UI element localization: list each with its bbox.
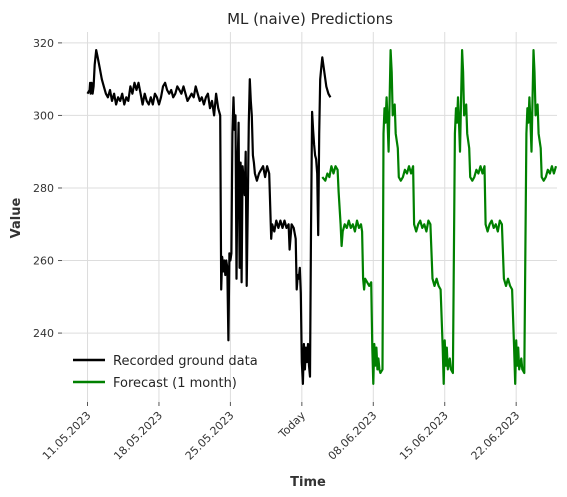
y-tick-label: 260 xyxy=(33,255,54,268)
legend-label-forecast: Forecast (1 month) xyxy=(113,376,237,391)
series-line-forecast xyxy=(321,49,558,385)
x-tick-label: 25.05.2023 xyxy=(183,409,237,463)
series-line-recorded xyxy=(86,49,332,385)
y-tick-label: 300 xyxy=(33,109,54,122)
x-tick-label: 22.06.2023 xyxy=(469,409,523,463)
x-tick-label: 15.06.2023 xyxy=(397,409,451,463)
x-tick-label: 11.05.2023 xyxy=(40,409,94,463)
legend-label-recorded: Recorded ground data xyxy=(113,354,258,369)
x-axis-ticks: 11.05.2023 18.05.2023 25.05.2023 Today 08.06… xyxy=(40,402,522,463)
y-tick-label: 320 xyxy=(33,37,54,50)
x-tick-label: 08.06.2023 xyxy=(326,409,380,463)
y-axis-label: Value xyxy=(9,197,24,238)
y-axis-ticks: 240 260 280 300 320 xyxy=(33,37,62,340)
x-tick-label: 18.05.2023 xyxy=(111,409,165,463)
series-lines xyxy=(86,49,558,385)
legend: Recorded ground data Forecast (1 month) xyxy=(73,354,258,391)
chart-title: ML (naive) Predictions xyxy=(227,10,393,28)
x-tick-label: Today xyxy=(276,409,309,442)
y-tick-label: 280 xyxy=(33,182,54,195)
y-tick-label: 240 xyxy=(33,327,54,340)
x-axis-label: Time xyxy=(290,475,326,490)
